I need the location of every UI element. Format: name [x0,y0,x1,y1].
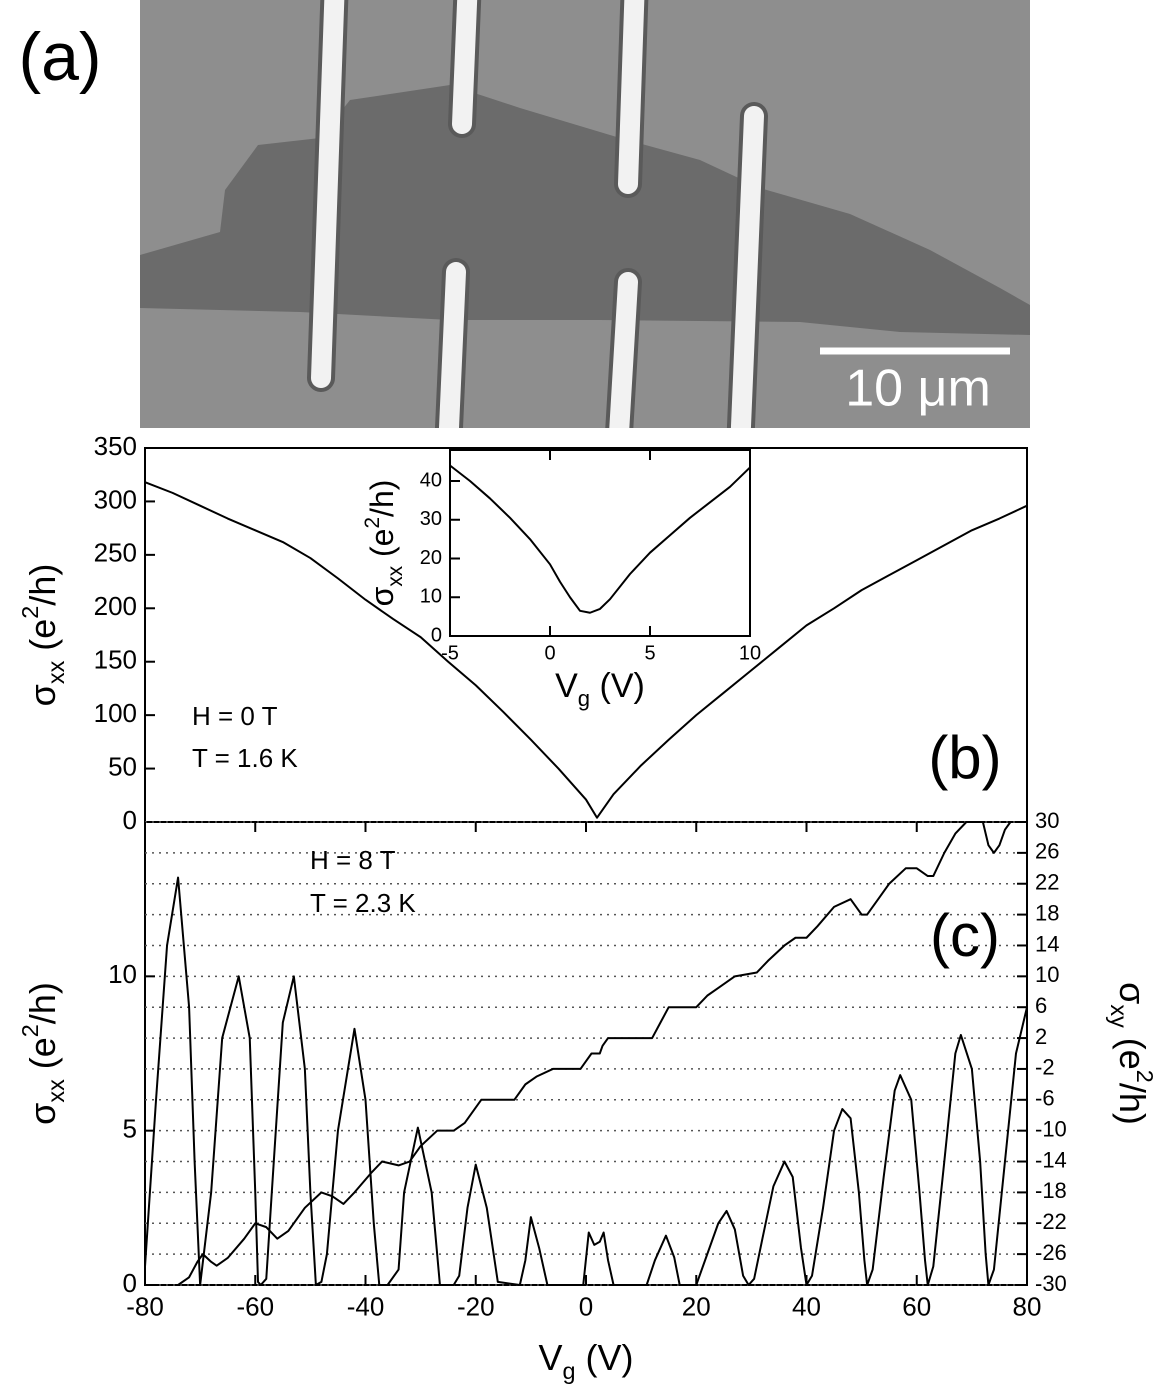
y2-tick-label: -30 [1035,1271,1067,1296]
y2-tick-label: -2 [1035,1055,1055,1080]
y-tick-label: 150 [94,645,137,675]
annotation: T = 1.6 K [192,743,298,773]
label-part: 2 [361,517,384,529]
x-tick-label: -5 [441,642,459,664]
y-tick-label: 0 [123,1268,137,1298]
label-part: (e [22,619,63,661]
label-part: xx [384,565,407,586]
label-part: xx [43,1079,69,1103]
y2-tick-label: -22 [1035,1209,1067,1234]
y2-tick-label: -14 [1035,1147,1067,1172]
panel-label: (b) [928,724,1001,791]
data-line [449,464,751,614]
x-tick-label: 40 [792,1291,821,1321]
label-part: /h) [1112,1083,1153,1125]
y-tick-label: 350 [94,431,137,461]
label-part: V [538,1337,562,1378]
y2-axis-label: σxy (e2/h) [1106,982,1158,1125]
flake [140,85,1030,335]
y2-tick-label: -26 [1035,1240,1067,1265]
y-axis-label: σxx (e2/h) [17,982,69,1125]
x-tick-label: 80 [1013,1291,1042,1321]
y2-tick-label: 26 [1035,839,1059,864]
y2-tick-label: 10 [1035,962,1059,987]
label-part: /h) [364,480,400,517]
x-tick-label: 20 [682,1291,711,1321]
plot-frame [144,821,1028,1286]
data-line [177,821,1012,1286]
label-part: 2 [1132,1070,1158,1083]
plot-frame [449,449,751,637]
electrodes [311,0,764,428]
label-part: 2 [17,1024,43,1037]
y2-tick-label: 2 [1035,1024,1047,1049]
label-part: 2 [17,606,43,619]
x-tick-label: -60 [236,1291,274,1321]
x-tick-label: -40 [347,1291,385,1321]
x-tick-label: 10 [739,642,761,664]
y2-tick-label: 18 [1035,900,1059,925]
y-tick-label: 20 [420,547,442,569]
y-axis-label: σxx (e2/h) [361,480,407,607]
y-tick-label: 30 [420,508,442,530]
label-part: g [563,1358,576,1384]
label-part: σ [364,586,400,606]
y-tick-label: 0 [431,624,442,646]
panel-label: (c) [930,902,1000,969]
y2-tick-label: 22 [1035,870,1059,895]
y2-tick-label: -18 [1035,1178,1067,1203]
x-tick-label: 0 [579,1291,593,1321]
x-tick-label: 0 [544,642,555,664]
y-tick-label: 40 [420,469,442,491]
label-part: /h) [22,982,63,1024]
y-tick-label: 5 [123,1114,137,1144]
y2-tick-label: 14 [1035,931,1059,956]
y2-tick-label: -6 [1035,1086,1055,1111]
annotation: T = 2.3 K [310,888,416,918]
y-tick-label: 0 [123,805,137,835]
label-part: V [555,667,578,705]
label-part: (e [22,1037,63,1079]
y2-tick-label: -10 [1035,1116,1067,1141]
y-tick-label: 50 [108,751,137,781]
label-part: σ [22,684,63,706]
y-tick-label: 200 [94,591,137,621]
x-tick-label: 60 [902,1291,931,1321]
label-part: σ [1112,982,1153,1004]
label-part: σ [22,1103,63,1125]
x-axis-label: Vg (V) [555,667,645,711]
x-tick-label: -80 [126,1291,164,1321]
x-axis-label: Vg (V) [538,1337,633,1385]
label-part: (V) [576,1337,634,1378]
y-axis-label: σxx (e2/h) [17,564,69,707]
label-part: (e [364,529,400,566]
annotation: H = 0 T [192,701,278,731]
y-tick-label: 10 [108,959,137,989]
y-tick-label: 250 [94,538,137,568]
annotation: H = 8 T [310,845,396,875]
x-tick-label: -20 [457,1291,495,1321]
label-part: /h) [22,564,63,606]
y2-tick-label: 30 [1035,808,1059,833]
label-part: xx [43,660,69,684]
y-tick-label: 100 [94,698,137,728]
y-tick-label: 10 [420,586,442,608]
micrograph: 10 μm [140,0,1030,428]
label-part: g [578,686,590,711]
data-line [144,876,1028,1286]
label-part: (V) [590,667,645,705]
x-tick-label: 5 [644,642,655,664]
data-line [144,481,1028,819]
scale-bar-label: 10 μm [845,360,991,418]
y-tick-label: 300 [94,484,137,514]
y2-tick-label: 6 [1035,993,1047,1018]
panel-label: (a) [18,19,101,95]
label-part: xy [1106,1004,1132,1028]
label-part: (e [1112,1028,1153,1070]
